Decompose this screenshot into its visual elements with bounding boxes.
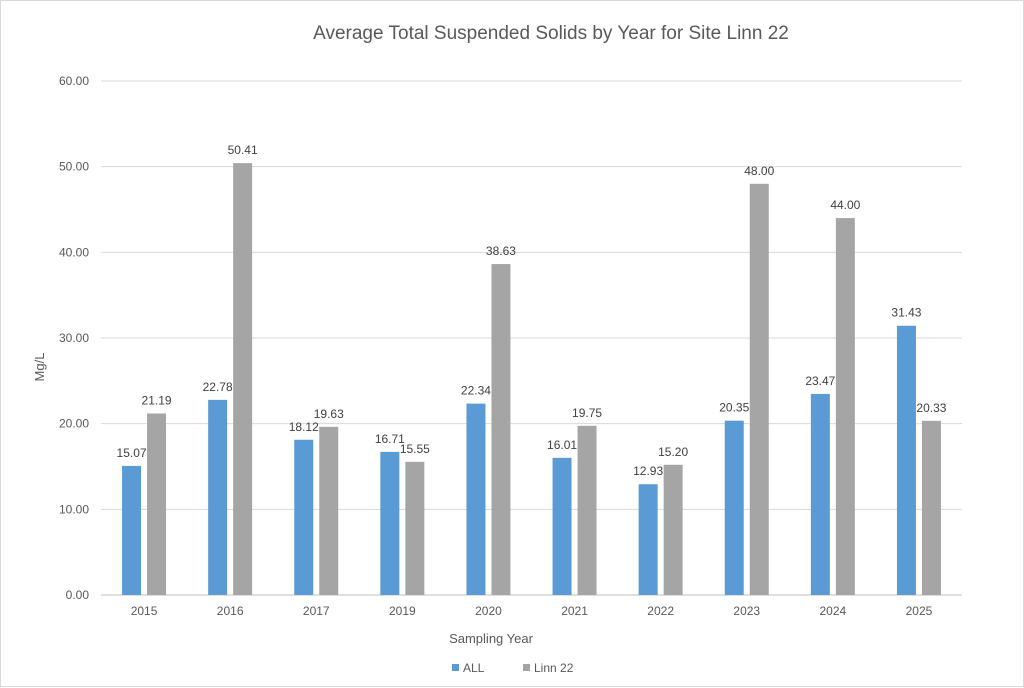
x-tick-label: 2022	[647, 604, 674, 618]
bar-all-2016	[208, 399, 228, 595]
data-label: 19.63	[314, 407, 344, 421]
data-label: 22.34	[461, 384, 491, 398]
y-tick-label: 30.00	[59, 331, 89, 345]
bar-linn-22-2020	[491, 264, 511, 595]
bars	[122, 163, 941, 596]
bar-all-2019	[380, 451, 400, 595]
bar-all-2015	[122, 465, 142, 595]
y-tick-label: 20.00	[59, 417, 89, 431]
data-label: 18.12	[289, 420, 319, 434]
data-label: 21.19	[142, 393, 172, 407]
bar-linn-22-2023	[749, 183, 769, 596]
y-tick-label: 50.00	[59, 160, 89, 174]
bar-linn-22-2024	[835, 218, 855, 596]
bar-all-2017	[294, 439, 314, 595]
data-label: 20.33	[916, 401, 946, 415]
bar-all-2020	[466, 403, 486, 595]
bar-linn-22-2016	[233, 163, 253, 595]
y-axis-title: Mg/L	[32, 353, 47, 382]
bar-all-2023	[724, 420, 744, 595]
bar-all-2021	[552, 457, 572, 595]
legend-label: ALL	[463, 661, 485, 675]
data-label: 23.47	[805, 374, 835, 388]
bar-all-2025	[896, 325, 916, 595]
legend-swatch	[523, 664, 530, 671]
data-label: 15.07	[117, 446, 147, 460]
x-tick-label: 2021	[561, 604, 588, 618]
y-tick-label: 10.00	[59, 502, 89, 516]
bar-linn-22-2022	[663, 464, 683, 595]
data-label: 16.01	[547, 438, 577, 452]
bar-linn-22-2021	[577, 425, 597, 595]
legend-swatch	[452, 664, 459, 671]
x-axis-ticks: 2015 2016 2017 2019 2020 2021 2022 2023 2024 2025	[131, 604, 933, 618]
data-label: 15.55	[400, 442, 430, 456]
data-label: 15.20	[658, 445, 688, 459]
data-label: 38.63	[486, 244, 516, 258]
data-label: 20.35	[719, 401, 749, 415]
y-tick-label: 60.00	[59, 74, 89, 88]
y-axis-ticks: 0.00 10.00 20.00 30.00 40.00 50.00 60.00	[59, 74, 89, 602]
bar-linn-22-2015	[147, 413, 167, 595]
data-label: 19.75	[572, 406, 602, 420]
chart-title: Average Total Suspended Solids by Year f…	[313, 23, 789, 44]
bar-linn-22-2025	[921, 420, 941, 595]
data-label: 50.41	[228, 143, 258, 157]
data-label: 31.43	[891, 306, 921, 320]
data-label: 44.00	[830, 198, 860, 212]
data-label: 48.00	[744, 164, 774, 178]
bar-linn-22-2017	[319, 426, 339, 595]
x-tick-label: 2024	[819, 604, 846, 618]
y-tick-label: 0.00	[66, 588, 90, 602]
x-tick-label: 2023	[733, 604, 760, 618]
gridlines	[101, 80, 962, 596]
y-tick-label: 40.00	[59, 245, 89, 259]
x-tick-label: 2019	[389, 604, 416, 618]
bar-all-2022	[638, 484, 658, 595]
x-tick-label: 2016	[217, 604, 244, 618]
legend: ALL Linn 22	[452, 661, 574, 675]
data-label: 12.93	[633, 464, 663, 478]
x-axis-title: Sampling Year	[449, 631, 534, 646]
x-tick-label: 2015	[131, 604, 158, 618]
legend-label: Linn 22	[534, 661, 574, 675]
data-label: 22.78	[203, 380, 233, 394]
x-tick-label: 2020	[475, 604, 502, 618]
x-tick-label: 2025	[906, 604, 933, 618]
data-label: 16.71	[375, 432, 405, 446]
bar-linn-22-2019	[405, 461, 425, 595]
bar-all-2024	[810, 393, 830, 595]
x-tick-label: 2017	[303, 604, 330, 618]
